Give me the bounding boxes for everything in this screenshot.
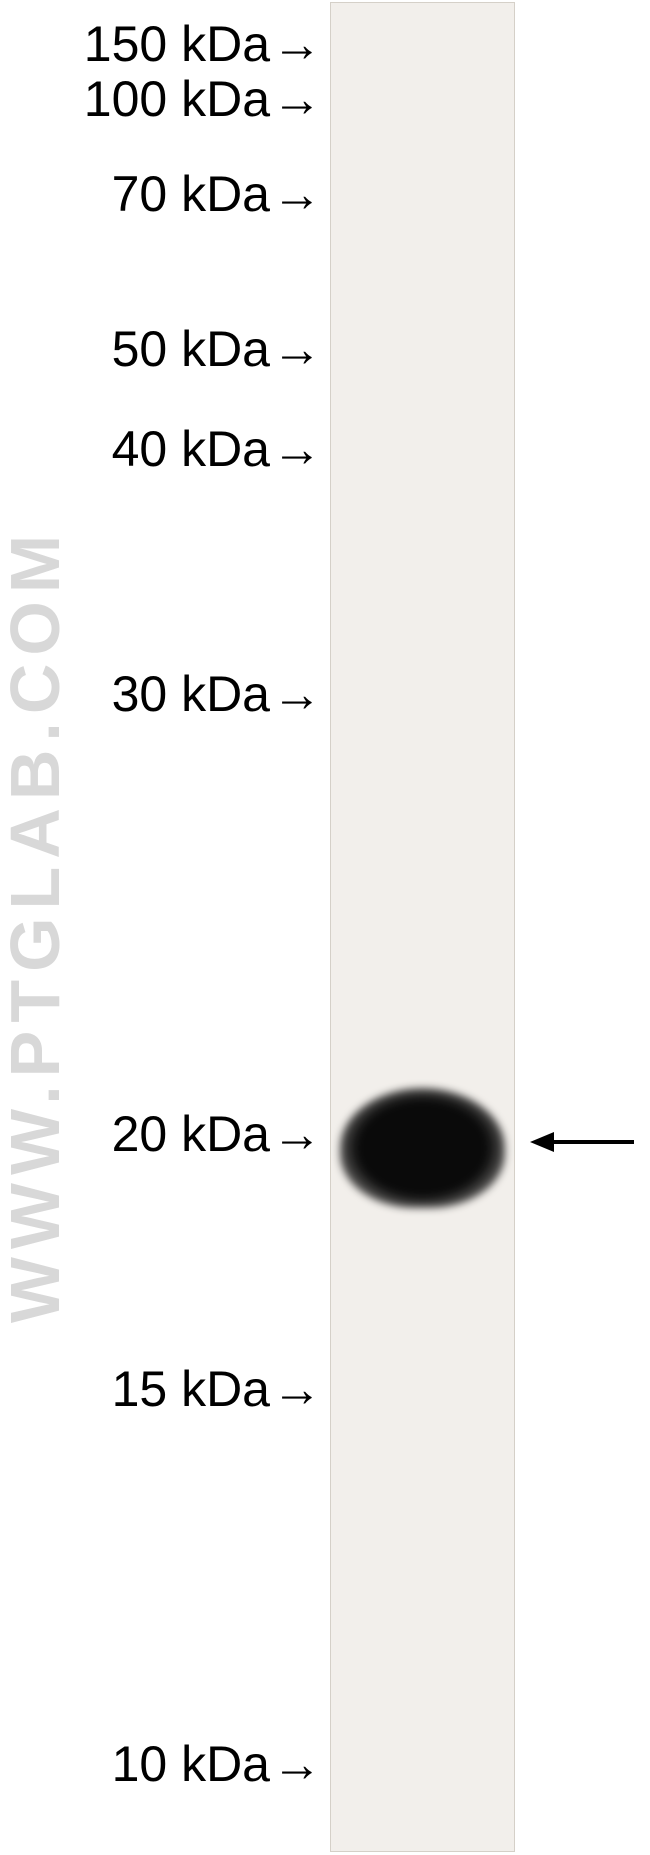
watermark-text: WWW.PTGLAB.COM xyxy=(0,527,75,1323)
marker-weight-text: 70 kDa xyxy=(112,166,270,222)
marker-label: 50 kDa→ xyxy=(112,320,322,378)
marker-arrow-icon: → xyxy=(272,1105,322,1163)
marker-weight-text: 30 kDa xyxy=(112,666,270,722)
marker-label: 70 kDa→ xyxy=(112,165,322,223)
arrow-line xyxy=(554,1140,634,1144)
marker-weight-text: 50 kDa xyxy=(112,321,270,377)
marker-weight-text: 20 kDa xyxy=(112,1106,270,1162)
marker-weight-text: 40 kDa xyxy=(112,421,270,477)
marker-weight-text: 10 kDa xyxy=(112,1736,270,1792)
marker-arrow-icon: → xyxy=(272,665,322,723)
marker-arrow-icon: → xyxy=(272,1735,322,1793)
marker-label: 100 kDa→ xyxy=(84,70,322,128)
marker-label: 40 kDa→ xyxy=(112,420,322,478)
marker-label: 150 kDa→ xyxy=(84,15,322,73)
marker-arrow-icon: → xyxy=(272,15,322,73)
blot-lane xyxy=(330,2,515,1852)
marker-arrow-icon: → xyxy=(272,165,322,223)
marker-label: 30 kDa→ xyxy=(112,665,322,723)
marker-weight-text: 150 kDa xyxy=(84,16,270,72)
marker-label: 15 kDa→ xyxy=(112,1360,322,1418)
marker-label: 10 kDa→ xyxy=(112,1735,322,1793)
marker-weight-text: 100 kDa xyxy=(84,71,270,127)
marker-arrow-icon: → xyxy=(272,420,322,478)
marker-label: 20 kDa→ xyxy=(112,1105,322,1163)
blot-band xyxy=(340,1088,505,1208)
marker-arrow-icon: → xyxy=(272,320,322,378)
marker-weight-text: 15 kDa xyxy=(112,1361,270,1417)
band-indicator-arrow xyxy=(530,1132,634,1152)
marker-arrow-icon: → xyxy=(272,1360,322,1418)
marker-arrow-icon: → xyxy=(272,70,322,128)
arrow-head xyxy=(530,1132,554,1152)
